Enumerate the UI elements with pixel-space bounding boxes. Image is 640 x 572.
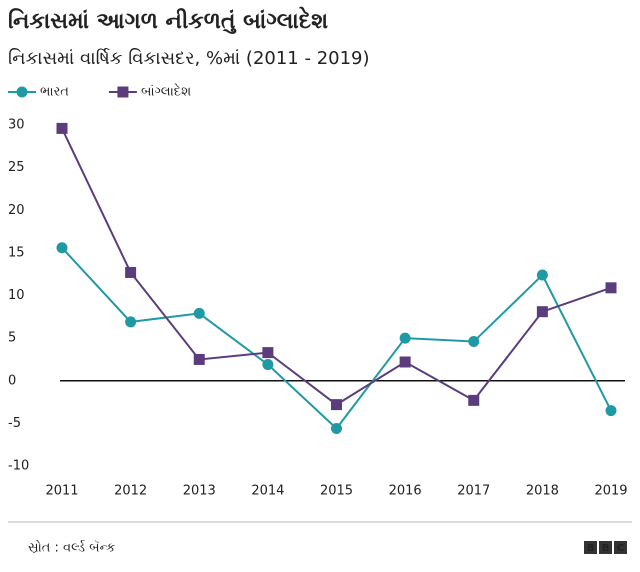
y-tick-label: 20 — [8, 203, 25, 218]
marker — [399, 332, 411, 344]
marker — [56, 242, 68, 254]
logo-box — [614, 541, 627, 554]
x-tick-label: 2013 — [183, 484, 216, 499]
y-tick-label: 30 — [8, 118, 25, 133]
chart-title: નિકાસમાં આગળ નીકળતું બાંગ્લાદેશ — [8, 6, 328, 34]
marker — [536, 306, 548, 318]
x-tick-label: 2017 — [457, 484, 490, 499]
y-tick-label: 0 — [8, 373, 16, 388]
chart-subtitle: નિકાસમાં વાર્ષિક વિકાસદર, %માં (2011 - 2… — [8, 48, 370, 69]
marker — [536, 269, 548, 281]
series-line — [61, 127, 612, 406]
y-tick-label: 15 — [8, 245, 25, 260]
marker — [605, 405, 617, 417]
x-tick-label: 2015 — [320, 484, 353, 499]
x-tick-label: 2019 — [594, 484, 627, 499]
logo-letter: C — [617, 543, 624, 554]
logo-letter: B — [602, 543, 610, 554]
marker — [605, 282, 617, 294]
legend-label: ભારત — [40, 85, 69, 100]
logo-box — [584, 541, 597, 554]
marker — [193, 353, 205, 365]
x-tick-label: 2011 — [45, 484, 78, 499]
marker — [399, 356, 411, 368]
marker — [262, 347, 274, 359]
y-tick-label: 10 — [8, 288, 25, 303]
x-tick-label: 2018 — [526, 484, 559, 499]
legend-marker — [16, 86, 28, 98]
marker — [125, 316, 137, 328]
marker — [468, 336, 480, 348]
marker — [331, 399, 342, 411]
marker — [193, 307, 205, 319]
y-tick-label: -10 — [8, 459, 29, 474]
marker — [125, 266, 137, 278]
x-tick-label: 2012 — [114, 484, 147, 499]
logo-letter: B — [587, 543, 595, 554]
x-tick-label: 2014 — [251, 484, 284, 499]
legend-label: બાંગ્લાદેશ — [141, 83, 191, 100]
logo-box — [599, 541, 612, 554]
marker — [56, 122, 68, 134]
y-tick-label: 25 — [8, 160, 25, 175]
source: સ્રોત : વર્લ્ડ બૅન્ક — [28, 539, 115, 555]
y-tick-label: -5 — [8, 416, 21, 431]
marker — [331, 422, 342, 434]
legend-marker — [117, 86, 129, 98]
marker — [262, 359, 274, 371]
marker — [468, 394, 480, 406]
y-tick-label: 5 — [8, 331, 16, 346]
x-tick-label: 2016 — [389, 484, 422, 499]
